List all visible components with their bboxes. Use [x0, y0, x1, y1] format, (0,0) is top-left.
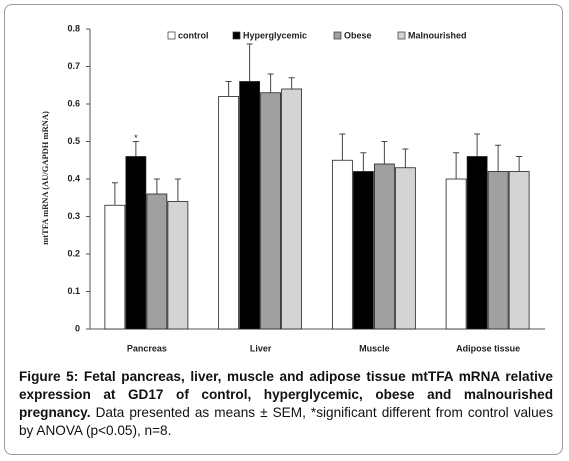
y-tick-label: 0: [75, 323, 80, 333]
x-tick-label: Pancreas: [127, 343, 167, 353]
y-tick-label: 0.8: [67, 23, 80, 33]
bar: [218, 96, 240, 330]
caption: Figure 5: Fetal pancreas, liver, muscle …: [19, 368, 553, 440]
bar: [125, 156, 147, 330]
y-tick-label: 0.6: [67, 98, 80, 108]
legend-label: Obese: [344, 30, 372, 40]
legend-label: control: [178, 30, 209, 40]
legend-swatch: [333, 31, 342, 40]
y-tick-label: 0.3: [67, 211, 80, 221]
bar: [239, 81, 261, 330]
bar: [394, 167, 416, 330]
frame: [4, 4, 563, 455]
legend-label: Malnourished: [408, 30, 467, 40]
caption-bold: Figure 5: Fetal pancreas, liver, muscle …: [19, 369, 553, 420]
bar: [487, 171, 509, 330]
bar: [331, 159, 353, 330]
bar: [466, 156, 488, 330]
bar: [104, 204, 126, 330]
y-tick-label: 0.5: [67, 136, 80, 146]
bar: [445, 178, 467, 330]
y-tick-label: 0.7: [67, 61, 80, 71]
bar: [167, 201, 189, 330]
y-tick-label: 0.2: [67, 248, 80, 258]
x-tick-label: Muscle: [359, 343, 390, 353]
x-tick-label: Liver: [250, 343, 272, 353]
x-tick-label: Adipose tissue: [456, 343, 520, 353]
legend-swatch: [397, 31, 406, 40]
caption-text: Data presented as means ± SEM, *signific…: [19, 405, 553, 438]
legend-label: Hyperglycemic: [243, 30, 307, 40]
bar: [352, 171, 374, 330]
legend-swatch: [232, 31, 241, 40]
bar: [508, 171, 530, 330]
significance-marker: *: [134, 133, 138, 143]
y-tick-label: 0.1: [67, 286, 80, 296]
bar: [281, 88, 303, 330]
bar: [260, 92, 282, 330]
legend-swatch: [167, 31, 176, 40]
y-tick-label: 0.4: [67, 173, 80, 183]
bar: [373, 163, 395, 330]
bar: [146, 193, 168, 330]
y-axis-label: mtTFA mRNA (AU/GAPDH mRNA): [40, 111, 50, 245]
chart: mtTFA mRNA (AU/GAPDH mRNA) 0 0.1 0.2 0.3 0.4…: [40, 23, 545, 353]
